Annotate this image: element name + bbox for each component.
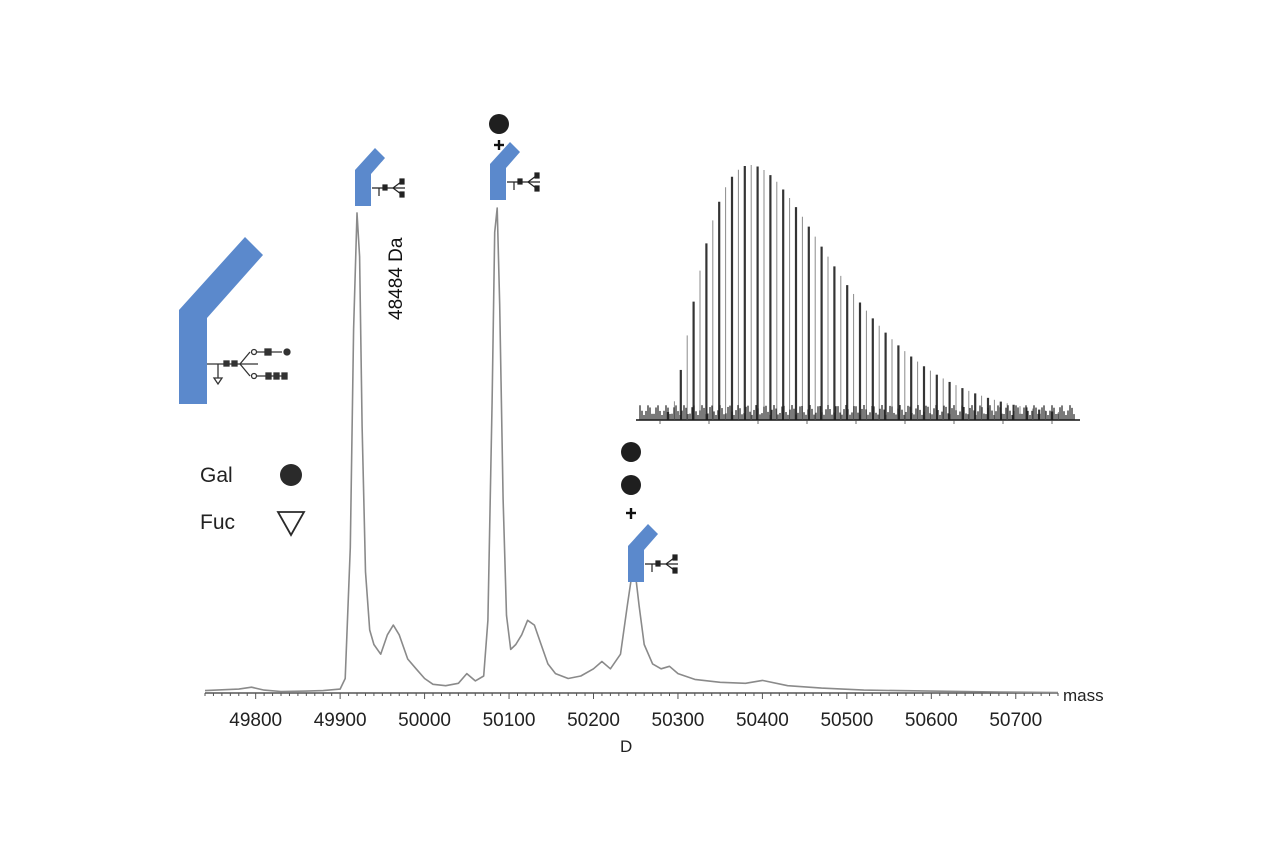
x-tick-label: 49900 (314, 710, 367, 731)
x-tick-labels: 49800 49900 50000 50100 50200 50300 50400 50500… (229, 710, 1042, 731)
x-tick-label: 50500 (820, 710, 873, 731)
plot-area (204, 207, 1059, 694)
legend-label-fuc: Fuc (200, 511, 235, 534)
legend-label-gal: Gal (200, 464, 233, 487)
peak2-glycoform-icon (489, 114, 540, 200)
x-tick-label: 50600 (905, 710, 958, 731)
gal-icon (489, 114, 509, 134)
x-tick-label: 50400 (736, 710, 789, 731)
x-ticks (204, 693, 1059, 699)
fuc-legend-icon (276, 511, 306, 537)
antibody-glycan-icon (179, 237, 291, 404)
x-tick-label: 50000 (398, 710, 451, 731)
spectrum-line (204, 207, 1059, 694)
x-tick-label: 49800 (229, 710, 282, 731)
raw-spectrum-inset (636, 165, 1080, 424)
x-tick-label: 50300 (652, 710, 705, 731)
x-tick-label: 50700 (989, 710, 1042, 731)
x-axis-label: mass (1063, 686, 1104, 705)
peak-mass-annotation: 48484 Da (386, 237, 407, 320)
x-tick-label: 50100 (483, 710, 536, 731)
peak3-glycoform-icon (621, 442, 678, 582)
x-axis-label-second-line: D (620, 737, 632, 756)
peak1-glycoform-icon (355, 148, 405, 206)
gal-icon (621, 475, 641, 495)
gal-icon (621, 442, 641, 462)
x-tick-label: 50200 (567, 710, 620, 731)
gal-legend-icon (280, 464, 302, 486)
